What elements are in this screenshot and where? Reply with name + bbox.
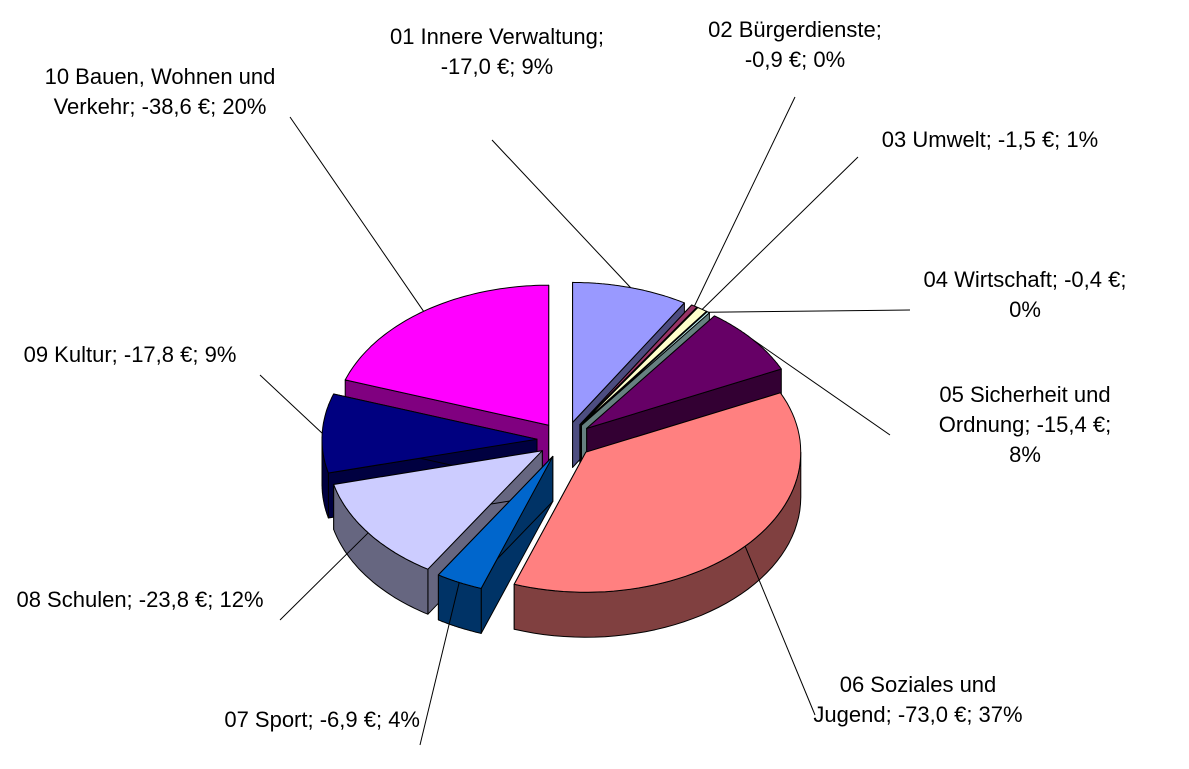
leader-line — [701, 156, 859, 310]
data-label: 03 Umwelt; -1,5 €; 1% — [881, 127, 1099, 152]
data-label: 08 Schulen; -23,8 €; 12% — [16, 587, 264, 612]
data-label: 05 Sicherheit und Ordnung; -15,4 €; 8% — [938, 382, 1112, 467]
slice — [437, 455, 554, 634]
leader-line — [491, 139, 631, 288]
data-label: 02 Bürgerdienste; -0,9 €; 0% — [708, 17, 882, 72]
data-label: 09 Kultur; -17,8 €; 9% — [23, 342, 237, 367]
leader-line — [419, 582, 460, 746]
data-label: 04 Wirtschaft; -0,4 €; 0% — [923, 267, 1127, 322]
data-label: 01 Innere Verwaltung; -17,0 €; 9% — [389, 24, 605, 79]
slice — [513, 392, 802, 638]
leader-line — [744, 546, 816, 716]
leader-line — [279, 532, 369, 621]
leader-line — [259, 374, 323, 434]
leader-line — [289, 116, 425, 312]
leader-line — [708, 309, 911, 313]
data-label: 10 Bauen, Wohnen und Verkehr; -38,6 €; 2… — [44, 64, 276, 119]
data-label: 07 Sport; -6,9 €; 4% — [224, 707, 420, 732]
leader-line — [693, 96, 796, 307]
data-label: 06 Soziales und Jugend; -73,0 €; 37% — [813, 672, 1023, 727]
leader-line — [752, 339, 891, 436]
